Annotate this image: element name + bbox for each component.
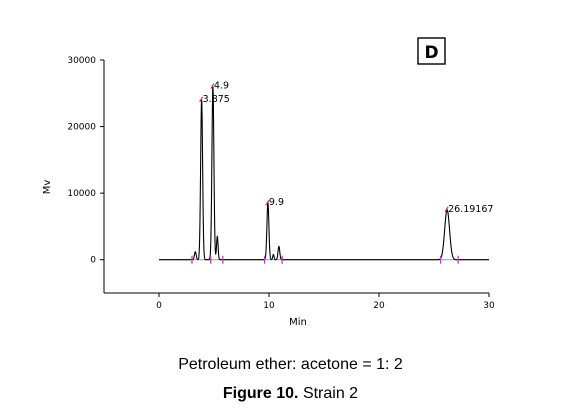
y-tick-label: 0 xyxy=(90,256,96,266)
peak-label: 4.9 xyxy=(214,81,229,92)
integration-marks xyxy=(191,255,459,264)
peak-marker xyxy=(210,83,215,89)
figure-text: Strain 2 xyxy=(302,385,359,402)
x-axis-ticks: 0 10 20 30 xyxy=(156,293,495,311)
x-tick-label: 0 xyxy=(156,301,162,311)
peak-label: 26.19167 xyxy=(448,204,493,215)
figure-caption: Figure 10. Strain 2 xyxy=(0,385,581,403)
chromatogram-chart: D 0 10000 20000 30000 0 10 20 30 Mv Min 3.875 4… xyxy=(42,37,495,328)
x-tick-label: 30 xyxy=(483,301,495,311)
x-axis-title: Min xyxy=(289,317,307,328)
y-axis-title: Mv xyxy=(42,180,53,195)
panel-label-box xyxy=(417,37,446,65)
x-tick-label: 20 xyxy=(373,301,385,311)
peak-marker xyxy=(444,206,449,213)
x-tick-label: 10 xyxy=(263,301,275,311)
peak-marker xyxy=(199,96,204,103)
y-tick-label: 20000 xyxy=(67,123,96,133)
y-axis-ticks: 0 10000 20000 30000 xyxy=(67,56,104,266)
y-tick-label: 30000 xyxy=(67,56,96,66)
peak-marker xyxy=(265,199,270,206)
chromatogram-trace xyxy=(159,86,489,261)
panel-label: D xyxy=(424,43,438,63)
y-tick-label: 10000 xyxy=(67,189,96,199)
figure-label: Figure 10. xyxy=(222,385,299,402)
peak-label: 3.875 xyxy=(203,94,230,105)
peak-labels: 3.875 4.9 9.9 26.19167 xyxy=(199,81,493,215)
peak-label: 9.9 xyxy=(269,197,284,208)
caption-solvent: Petroleum ether: acetone = 1: 2 xyxy=(178,356,403,373)
